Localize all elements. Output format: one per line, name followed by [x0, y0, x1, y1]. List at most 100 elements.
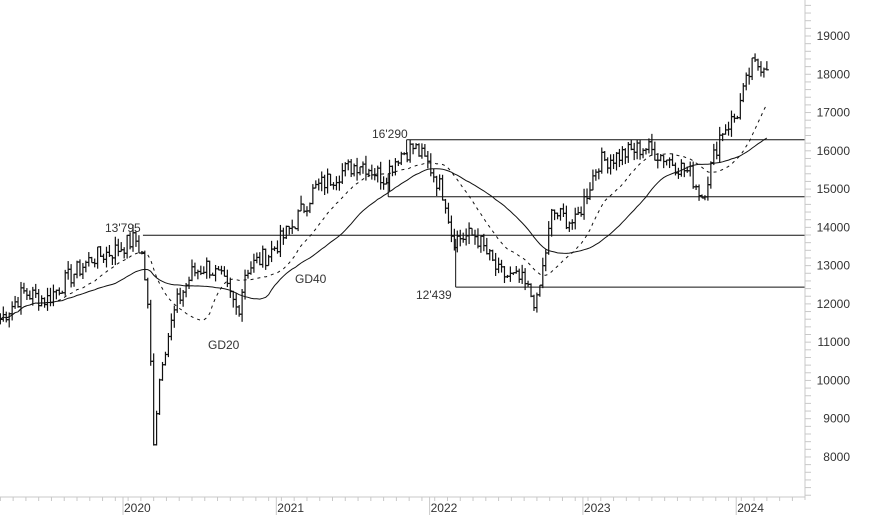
ohlc-bar [98, 246, 103, 258]
ohlc-bar [319, 171, 324, 192]
ohlc-bar [514, 266, 519, 274]
ohlc-bar [7, 312, 12, 328]
ohlc-bar [363, 155, 368, 181]
x-tick-label: 2020 [124, 501, 151, 515]
ohlc-bar [355, 157, 360, 181]
ohlc-bar [416, 143, 421, 157]
ohlc-bar [458, 229, 463, 247]
ohlc-bar [10, 301, 15, 321]
ohlc-bar [490, 249, 495, 262]
ohlc-bar [576, 206, 581, 215]
ohlc-bar [531, 294, 536, 311]
ohlc-bar [638, 139, 643, 160]
ohlc-bar [219, 265, 224, 275]
ohlc-bar [48, 287, 53, 307]
ohlc-bar [694, 184, 699, 190]
ohlc-bar [590, 169, 595, 191]
ohlc-bar [540, 257, 545, 289]
y-tick-label: 17000 [817, 106, 851, 120]
ohlc-bar [284, 225, 289, 239]
ohlc-bar [473, 229, 478, 245]
ohlc-bar [676, 167, 681, 179]
ohlc-bar [570, 219, 575, 230]
ohlc-bar [564, 205, 569, 230]
ohlc-bar [464, 228, 469, 246]
ohlc-bar [534, 292, 539, 313]
ohlc-bar [626, 142, 631, 163]
ohlc-bar [154, 410, 159, 446]
ohlc-bar [632, 142, 637, 161]
ohlc-bar [611, 154, 616, 170]
ohlc-bar [337, 175, 342, 191]
y-tick-label: 13000 [817, 259, 851, 273]
ohlc-bar [172, 305, 177, 328]
ohlc-bar [499, 259, 504, 273]
ohlc-bar [756, 58, 761, 71]
ohlc-bar [711, 143, 716, 166]
ohlc-bar [316, 178, 321, 191]
ohlc-bar [178, 287, 183, 305]
ohlc-bar [434, 175, 439, 197]
ohlc-bar [110, 254, 115, 266]
ohlc-bar [422, 144, 427, 157]
ohlc-bar [207, 260, 212, 279]
ohlc-bar [617, 148, 622, 168]
ohlc-bar [21, 282, 26, 294]
ohlc-bar [378, 161, 383, 190]
ohlc-bar [596, 168, 601, 180]
ohlc-bar [419, 143, 424, 159]
ohlc-bar [104, 246, 109, 268]
ohlc-bar [753, 53, 758, 63]
ohlc-bar [116, 238, 121, 257]
ohlc-bar [520, 264, 525, 284]
ohlc-bar [328, 173, 333, 186]
ohlc-bar [222, 266, 227, 277]
ohlc-bar [69, 264, 74, 288]
ohlc-bar [688, 161, 693, 177]
ohlc-bar [484, 237, 489, 255]
ohlc-bar [80, 262, 85, 280]
ohlc-bar [599, 147, 604, 174]
ohlc-bar [157, 378, 162, 415]
ohlc-bar [614, 152, 619, 171]
y-tick-label: 9000 [823, 412, 850, 426]
ohlc-bar [346, 159, 351, 171]
ohlc-bar [393, 158, 398, 176]
ohlc-bar [234, 292, 239, 315]
ohlc-bar [360, 161, 365, 174]
ohlc-bar [54, 289, 59, 300]
ohlc-bar [228, 277, 233, 298]
ohlc-bar [225, 269, 230, 288]
ohlc-bar [86, 252, 91, 267]
ohlc-bar [623, 148, 628, 165]
ohlc-bar [369, 164, 374, 180]
y-tick-label: 8000 [823, 450, 850, 464]
ohlc-bar [189, 259, 194, 282]
gd20-line [0, 103, 768, 321]
annotation-label: 12'439 [416, 288, 452, 302]
ohlc-bar [136, 235, 141, 254]
ohlc-bar [517, 268, 522, 283]
x-tick-label: 2024 [737, 501, 764, 515]
ohlc-bar [299, 195, 304, 212]
ohlc-bar [66, 261, 71, 280]
ohlc-bar [245, 269, 250, 279]
ohlc-bar [89, 256, 94, 264]
ohlc-bar [381, 176, 386, 190]
gd40-line [0, 137, 768, 320]
ohlc-bar [481, 233, 486, 252]
ohlc-bar [529, 283, 534, 298]
ohlc-bar [296, 209, 301, 232]
ohlc-bar [24, 288, 29, 300]
ohlc-bar [702, 195, 707, 201]
x-tick-label: 2023 [584, 501, 611, 515]
annotation-label: GD20 [208, 338, 240, 352]
ohlc-bar [446, 202, 451, 224]
ohlc-bar [508, 266, 513, 282]
ohlc-bar [714, 141, 719, 160]
ohlc-bar [655, 153, 660, 169]
ohlc-bar [325, 168, 330, 194]
ohlc-bar [169, 313, 174, 341]
ohlc-bar [237, 305, 242, 317]
